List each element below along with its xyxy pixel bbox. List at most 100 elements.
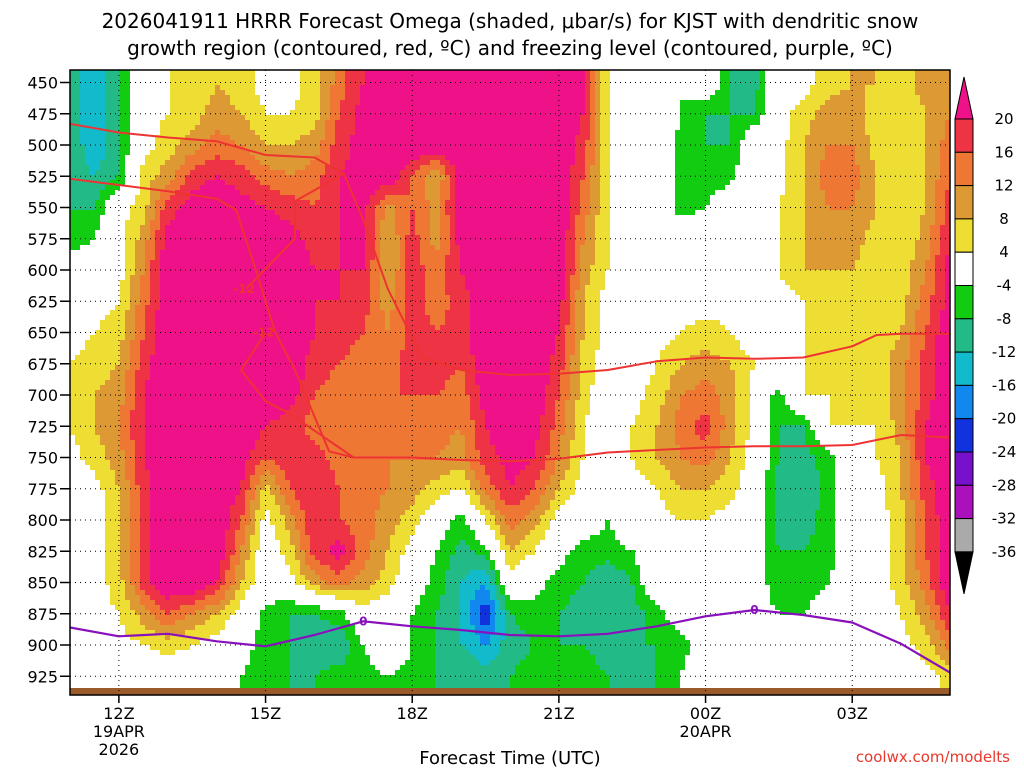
omega-cell (665, 170, 671, 176)
omega-cell (445, 155, 451, 161)
omega-cell (660, 165, 666, 171)
omega-cell (185, 85, 191, 91)
omega-cell (360, 125, 366, 131)
omega-cell (220, 160, 226, 166)
omega-cell (770, 160, 776, 166)
omega-cell (485, 150, 491, 156)
omega-cell (405, 210, 411, 216)
omega-cell (810, 205, 816, 211)
omega-cell (170, 180, 176, 186)
omega-cell (935, 95, 941, 101)
omega-cell (790, 95, 796, 101)
omega-cell (820, 145, 826, 151)
omega-cell (250, 135, 256, 141)
omega-cell (120, 155, 126, 161)
omega-cell (235, 75, 241, 81)
omega-cell (405, 85, 411, 91)
omega-cell (845, 185, 851, 191)
omega-cell (340, 140, 346, 146)
omega-cell (265, 165, 271, 171)
omega-cell (405, 100, 411, 106)
omega-cell (845, 85, 851, 91)
omega-cell (635, 185, 641, 191)
omega-cell (425, 150, 431, 156)
omega-cell (85, 170, 91, 176)
omega-cell (620, 135, 626, 141)
omega-cell (925, 70, 931, 76)
omega-cell (895, 100, 901, 106)
omega-cell (615, 130, 621, 136)
omega-cell (125, 170, 131, 176)
omega-cell (175, 100, 181, 106)
omega-cell (395, 90, 401, 96)
omega-cell (545, 75, 551, 81)
omega-cell (255, 155, 261, 161)
omega-cell (505, 200, 511, 206)
omega-cell (440, 175, 446, 181)
omega-cell (455, 80, 461, 86)
omega-cell (85, 200, 91, 206)
omega-cell (460, 85, 466, 91)
omega-cell (770, 105, 776, 111)
omega-cell (760, 200, 766, 206)
omega-cell (530, 155, 536, 161)
omega-cell (420, 80, 426, 86)
omega-cell (140, 200, 146, 206)
omega-cell (195, 135, 201, 141)
omega-cell (285, 185, 291, 191)
omega-cell (550, 90, 556, 96)
omega-cell (445, 110, 451, 116)
omega-cell (85, 145, 91, 151)
omega-cell (755, 85, 761, 91)
omega-cell (535, 185, 541, 191)
omega-cell (555, 180, 561, 186)
omega-cell (685, 160, 691, 166)
omega-cell (255, 200, 261, 206)
omega-cell (365, 80, 371, 86)
omega-cell (860, 120, 866, 126)
omega-cell (860, 145, 866, 151)
omega-cell (365, 130, 371, 136)
omega-cell (945, 150, 950, 156)
omega-cell (645, 130, 651, 136)
omega-cell (610, 200, 616, 206)
omega-cell (835, 140, 841, 146)
omega-cell (455, 185, 461, 191)
omega-cell (330, 135, 336, 141)
omega-cell (890, 205, 896, 211)
omega-cell (715, 95, 721, 101)
omega-cell (400, 105, 406, 111)
omega-cell (345, 195, 351, 201)
omega-cell (830, 160, 836, 166)
omega-cell (335, 180, 341, 186)
omega-cell (425, 145, 431, 151)
omega-cell (400, 100, 406, 106)
omega-cell (555, 120, 561, 126)
omega-cell (645, 120, 651, 126)
omega-cell (285, 95, 291, 101)
omega-cell (530, 175, 536, 181)
omega-cell (825, 190, 831, 196)
omega-cell (685, 125, 691, 131)
omega-cell (660, 125, 666, 131)
omega-cell (590, 120, 596, 126)
omega-cell (655, 100, 661, 106)
omega-cell (470, 115, 476, 121)
omega-cell (565, 175, 571, 181)
omega-cell (910, 85, 916, 91)
omega-cell (785, 155, 791, 161)
omega-cell (685, 165, 691, 171)
omega-cell (340, 195, 346, 201)
omega-cell (625, 120, 631, 126)
omega-cell (230, 200, 236, 206)
omega-cell (445, 200, 451, 206)
omega-cell (400, 200, 406, 206)
omega-cell (290, 85, 296, 91)
omega-cell (420, 175, 426, 181)
omega-cell (670, 75, 676, 81)
omega-cell (715, 125, 721, 131)
omega-cell (770, 200, 776, 206)
omega-cell (630, 180, 636, 186)
omega-cell (270, 145, 276, 151)
omega-cell (340, 95, 346, 101)
